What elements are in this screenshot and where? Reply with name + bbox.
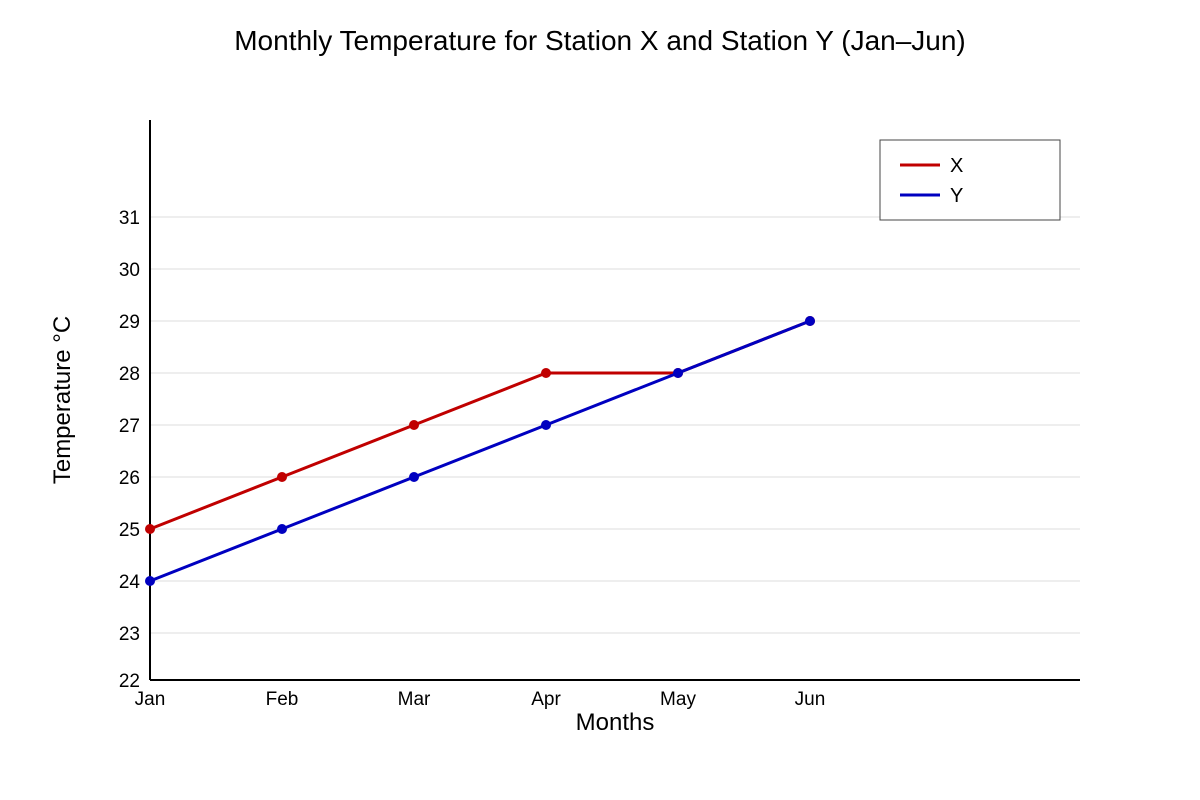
x-tick-label: Jun (795, 689, 826, 710)
series-lines (145, 316, 815, 586)
series-line-y (149, 319, 811, 583)
x-tick-label: Jan (135, 689, 166, 710)
legend-label-x: X (950, 155, 963, 177)
chart-title: Monthly Temperature for Station X and St… (234, 25, 966, 56)
y-tick-label: 29 (119, 312, 140, 333)
data-point-x (277, 472, 287, 482)
legend-box (879, 139, 1061, 221)
data-point-y (805, 316, 815, 326)
gridlines (150, 216, 1080, 634)
y-tick-label: 27 (119, 416, 140, 437)
x-axis-label: Months (576, 709, 655, 736)
y-tick-label: 31 (119, 208, 140, 229)
y-axis-label: Temperature °C (49, 316, 76, 484)
x-axis-ticks: Jan Feb Mar Apr May Jun (135, 689, 826, 710)
data-point-y (145, 576, 155, 586)
x-tick-label: Apr (531, 689, 561, 710)
y-tick-label: 25 (119, 520, 140, 541)
legend: X Y (879, 139, 1061, 221)
data-point-x (541, 368, 551, 378)
y-tick-label: 24 (119, 572, 141, 593)
y-tick-label: 26 (119, 468, 140, 489)
x-tick-label: May (660, 689, 696, 710)
data-point-y (277, 524, 287, 534)
data-point-x (409, 420, 419, 430)
data-point-y (673, 368, 683, 378)
data-point-y (541, 420, 551, 430)
x-tick-label: Feb (266, 689, 299, 710)
y-tick-label: 22 (119, 671, 140, 692)
y-axis-ticks: 22 23 24 25 26 27 28 29 30 31 (119, 208, 141, 692)
x-tick-label: Mar (398, 689, 431, 710)
data-point-x (145, 524, 155, 534)
data-point-y (409, 472, 419, 482)
y-tick-label: 23 (119, 624, 140, 645)
y-tick-label: 30 (119, 260, 140, 281)
y-tick-label: 28 (119, 364, 140, 385)
legend-label-y: Y (950, 185, 963, 207)
